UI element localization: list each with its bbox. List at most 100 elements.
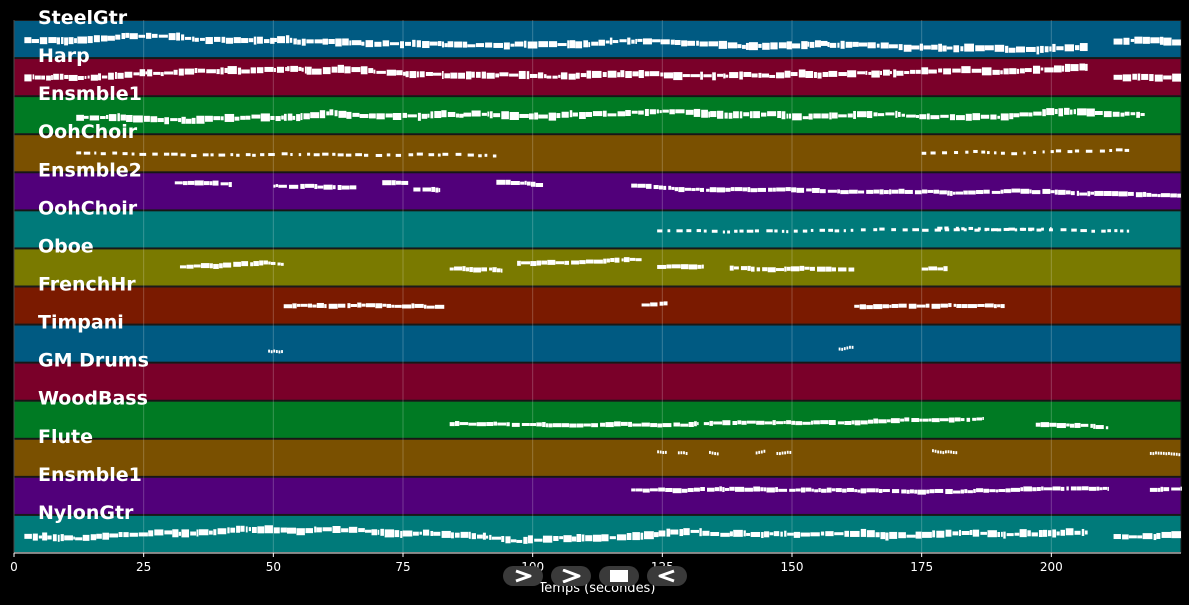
note-mark (314, 39, 323, 44)
note-mark (510, 181, 520, 186)
note-mark (1077, 486, 1082, 491)
note-mark (742, 187, 748, 192)
note-mark (1055, 149, 1062, 153)
note-mark (377, 529, 380, 535)
note-mark (697, 422, 699, 426)
note-mark (973, 149, 978, 153)
note-mark (98, 73, 102, 81)
note-mark (761, 532, 764, 539)
note-mark (501, 536, 505, 543)
note-mark (956, 304, 962, 309)
note-mark (895, 110, 898, 118)
note-mark (296, 528, 305, 536)
note-mark (528, 113, 534, 120)
note-mark (814, 40, 821, 48)
stop-button[interactable] (599, 566, 639, 586)
note-mark (1155, 451, 1157, 455)
note-mark (660, 72, 664, 77)
note-mark (548, 41, 558, 48)
note-mark (826, 487, 832, 493)
note-mark (858, 190, 865, 194)
note-mark (963, 228, 967, 232)
note-mark (234, 116, 240, 121)
note-mark (844, 530, 850, 537)
note-mark (430, 530, 434, 536)
play-forward-button[interactable] (503, 566, 543, 586)
note-mark (523, 536, 528, 544)
note-mark (510, 539, 517, 543)
note-mark (1019, 529, 1027, 538)
note-mark (716, 452, 719, 456)
note-mark (1041, 486, 1044, 491)
note-mark (1074, 149, 1080, 153)
note-mark (392, 113, 402, 121)
note-mark (1154, 74, 1163, 82)
next-button[interactable] (551, 566, 591, 586)
track-label: WoodBass (38, 388, 148, 410)
note-mark (829, 42, 837, 48)
note-mark (438, 188, 441, 193)
note-mark (773, 531, 780, 537)
x-tick-label: 175 (910, 560, 933, 574)
note-mark (442, 152, 449, 156)
note-mark (42, 532, 48, 541)
note-mark (1080, 423, 1089, 427)
note-mark (184, 68, 195, 75)
note-mark (942, 451, 945, 455)
note-mark (499, 72, 509, 77)
note-mark (734, 229, 738, 233)
note-mark (1053, 65, 1062, 73)
note-mark (109, 533, 119, 538)
note-mark (444, 43, 448, 48)
note-mark (784, 266, 787, 272)
note-mark (949, 114, 956, 121)
note-mark (425, 71, 433, 76)
track-notes (268, 345, 854, 354)
note-mark (879, 189, 884, 195)
note-mark (885, 112, 895, 116)
note-mark (982, 416, 984, 420)
note-mark (784, 451, 787, 455)
note-mark (632, 532, 640, 541)
note-mark (747, 187, 751, 193)
note-mark (725, 187, 731, 192)
note-mark (592, 111, 603, 117)
note-mark (1122, 534, 1129, 540)
note-mark (605, 422, 614, 428)
note-mark (145, 71, 148, 75)
note-mark (716, 187, 725, 193)
note-mark (31, 39, 39, 44)
note-mark (1061, 65, 1065, 72)
note-mark (802, 229, 808, 233)
rewind-button[interactable] (647, 566, 687, 586)
note-mark (621, 258, 624, 262)
note-mark (652, 39, 661, 43)
note-mark (679, 529, 684, 537)
note-mark (454, 266, 463, 271)
note-mark (475, 43, 485, 48)
note-mark (198, 529, 209, 536)
note-mark (324, 304, 327, 309)
note-mark (801, 41, 808, 50)
note-mark (24, 74, 32, 82)
note-mark (251, 114, 261, 119)
note-mark (400, 530, 403, 538)
note-mark (563, 535, 572, 543)
note-mark (857, 71, 866, 75)
note-mark (717, 110, 724, 119)
note-mark (780, 531, 783, 537)
note-mark (1105, 426, 1109, 430)
note-mark (416, 40, 421, 48)
note-mark (123, 532, 129, 538)
note-mark (1033, 111, 1042, 116)
note-mark (312, 304, 317, 308)
note-mark (614, 257, 620, 263)
note-mark (588, 42, 591, 48)
note-mark (657, 450, 659, 454)
note-mark (64, 74, 69, 79)
note-mark (925, 303, 930, 308)
note-mark (437, 41, 442, 47)
note-mark (283, 113, 287, 121)
note-mark (650, 423, 658, 428)
note-mark (1114, 229, 1118, 233)
